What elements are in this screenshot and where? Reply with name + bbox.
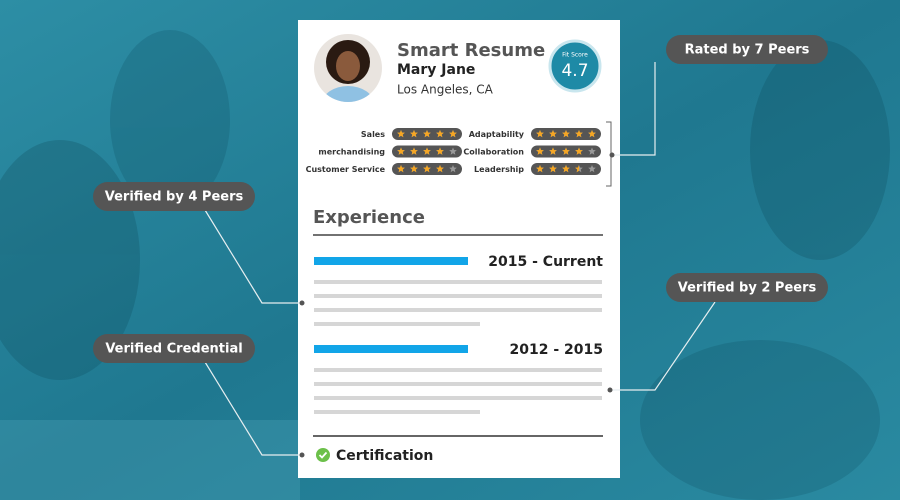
- connector-dot: [609, 152, 615, 158]
- name: Mary Jane: [397, 62, 475, 78]
- callout-pill: [666, 273, 828, 302]
- callout-pill: [93, 334, 255, 363]
- star: [397, 147, 405, 155]
- skill-name: merchandising: [318, 148, 385, 157]
- callout-pill: [93, 182, 255, 211]
- text-line: [314, 294, 602, 298]
- fit-score: 4.7: [561, 61, 588, 81]
- star: [588, 130, 596, 138]
- star: [436, 130, 444, 138]
- connector: [610, 301, 716, 391]
- text-line: [314, 280, 602, 284]
- check-mark: [318, 451, 328, 459]
- job-title-bar: [314, 345, 468, 353]
- check-icon: [316, 448, 330, 462]
- star-empty: [588, 147, 596, 155]
- fit-score-label: Fit Score: [562, 52, 588, 59]
- callout-label: Verified by 4 Peers: [105, 190, 244, 205]
- star: [549, 147, 557, 155]
- callout-label: Verified by 2 Peers: [678, 281, 817, 296]
- star: [423, 147, 431, 155]
- star: [575, 165, 579, 173]
- callout-label: Rated by 7 Peers: [685, 43, 810, 58]
- connector-dot: [299, 452, 305, 458]
- section-heading: Experience: [313, 207, 425, 228]
- text-line: [314, 396, 602, 400]
- star: [423, 130, 431, 138]
- star: [397, 165, 405, 173]
- star: [536, 165, 544, 173]
- star: [436, 165, 444, 173]
- star: [449, 130, 457, 138]
- callout-label: Verified Credential: [105, 342, 242, 357]
- background-photo: [0, 30, 890, 500]
- star: [549, 165, 557, 173]
- skill-name: Sales: [361, 130, 385, 139]
- star-empty: [588, 165, 596, 173]
- connector: [204, 361, 302, 456]
- star-empty: [449, 165, 457, 173]
- skill-name: Collaboration: [463, 148, 524, 157]
- text-line: [314, 410, 480, 414]
- star: [562, 165, 570, 173]
- star: [410, 147, 418, 155]
- title: Smart Resume: [397, 40, 545, 61]
- text-line: [314, 382, 602, 386]
- job-years: 2015 - Current: [488, 254, 603, 270]
- fit-score-badge: [548, 39, 602, 93]
- star: [536, 147, 544, 155]
- skill-name: Customer Service: [306, 165, 386, 174]
- certification: Certification: [336, 448, 433, 464]
- star: [575, 147, 583, 155]
- star: [562, 130, 570, 138]
- text-line: [314, 308, 602, 312]
- connector: [204, 209, 302, 304]
- star: [562, 147, 570, 155]
- skill-name: Adaptability: [469, 130, 525, 139]
- job-years: 2012 - 2015: [510, 342, 604, 358]
- connector-dot: [607, 387, 613, 393]
- star-empty: [449, 147, 457, 155]
- text-line: [314, 368, 602, 372]
- star: [575, 130, 583, 138]
- skill-name: Leadership: [474, 165, 524, 174]
- location: Los Angeles, CA: [397, 83, 494, 97]
- star: [410, 165, 418, 173]
- job-title-bar: [314, 257, 468, 265]
- connector: [612, 62, 656, 156]
- star: [549, 130, 557, 138]
- star: [536, 130, 544, 138]
- star: [397, 130, 405, 138]
- star: [423, 165, 431, 173]
- avatar: [314, 34, 382, 102]
- star: [436, 147, 444, 155]
- star: [410, 130, 418, 138]
- callout-pill: [666, 35, 828, 64]
- text-line: [314, 322, 480, 326]
- connector-dot: [299, 300, 305, 306]
